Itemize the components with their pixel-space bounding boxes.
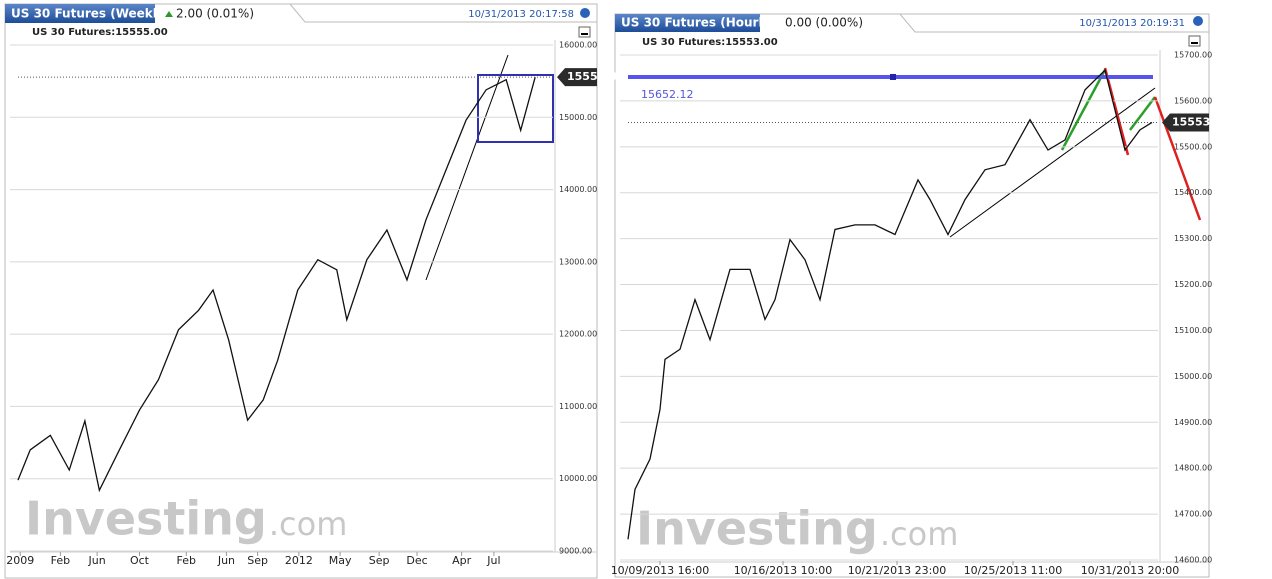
watermark: Investing: [636, 502, 878, 556]
chart-title: US 30 Futures (Hourly): [621, 16, 776, 30]
projection-line[interactable]: [1153, 96, 1202, 221]
y-tick-label: 14700.00: [1174, 510, 1212, 519]
x-tick-label: 10/25/2013 11:00: [964, 564, 1063, 577]
watermark: .com: [269, 505, 348, 543]
watermark: Investing: [25, 492, 267, 546]
settings-icon[interactable]: [580, 8, 590, 18]
x-tick-label: Jun: [88, 554, 106, 567]
y-tick-label: 12000.00: [559, 330, 597, 339]
y-tick-label: 11000.00: [559, 402, 597, 411]
title-tab[interactable]: [5, 4, 155, 23]
x-tick-label: 10/21/2013 23:00: [848, 564, 947, 577]
settings-icon[interactable]: [1193, 16, 1203, 26]
y-tick-label: 9000.00: [559, 547, 592, 556]
header-line: [760, 13, 1209, 33]
up-arrow: [165, 11, 173, 17]
x-tick-label: 10/09/2013 16:00: [611, 564, 710, 577]
x-tick-label: Apr: [452, 554, 472, 567]
price-line: [627, 68, 1153, 540]
x-tick-label: Jun: [217, 554, 235, 567]
change: 0.00 (0.00%): [785, 16, 863, 30]
y-tick-label: 15600.00: [1174, 96, 1212, 105]
trend-line[interactable]: [949, 87, 1156, 238]
x-tick-label: Sep: [247, 554, 268, 567]
y-tick-label: 15700.00: [1174, 51, 1212, 60]
x-tick-label: Feb: [51, 554, 70, 567]
x-tick-label: 2009: [6, 554, 34, 567]
minimize-button[interactable]: [1188, 35, 1201, 47]
level-label: 15652.12: [641, 88, 694, 101]
header-line: [155, 3, 597, 23]
x-tick-label: 10/31/2013 20:00: [1081, 564, 1180, 577]
y-tick-label: 15300.00: [1174, 234, 1212, 243]
y-tick-label: 14000.00: [559, 185, 597, 194]
y-tick-label: 10000.00: [559, 474, 597, 483]
price-tag-label: 15555.00: [567, 70, 625, 83]
x-tick-label: 2012: [285, 554, 313, 567]
wave-line[interactable]: [1060, 69, 1107, 151]
title-tab[interactable]: [615, 14, 760, 32]
trend-line[interactable]: [425, 54, 509, 281]
x-tick-label: 10/16/2013 10:00: [734, 564, 833, 577]
timestamp: 10/31/2013 20:19:31: [1079, 18, 1185, 29]
y-tick-label: 15000.00: [1174, 372, 1212, 381]
y-tick-label: 15000.00: [559, 113, 597, 122]
y-tick-label: 14900.00: [1174, 418, 1212, 427]
price-tag-label: 15553.00: [1172, 115, 1230, 128]
price-tag: [557, 68, 597, 87]
symbol-label: US 30 Futures:15555.00: [32, 27, 168, 38]
x-tick-label: Jul: [486, 554, 500, 567]
level-handle: [890, 73, 896, 80]
wave-line[interactable]: [1103, 67, 1130, 156]
box-drawing[interactable]: [477, 74, 554, 143]
symbol-label: US 30 Futures:15553.00: [642, 37, 778, 48]
x-tick-label: Oct: [130, 554, 150, 567]
x-tick-label: Dec: [406, 554, 427, 567]
minimize-button[interactable]: [578, 26, 591, 38]
y-tick-label: 13000.00: [559, 257, 597, 266]
y-tick-label: 15100.00: [1174, 326, 1212, 335]
y-tick-label: 16000.00: [559, 41, 597, 50]
panel-frame: [614, 13, 1210, 578]
watermark: .com: [880, 515, 959, 553]
timestamp: 10/31/2013 20:17:58: [468, 9, 574, 20]
wave-line[interactable]: [1129, 96, 1156, 131]
change: 2.00 (0.01%): [176, 7, 254, 21]
y-tick-label: 14800.00: [1174, 464, 1212, 473]
x-tick-label: May: [329, 554, 352, 567]
chart-title: US 30 Futures (Weekly): [11, 7, 170, 21]
y-tick-label: 15200.00: [1174, 280, 1212, 289]
x-tick-label: Sep: [369, 554, 390, 567]
y-tick-label: 15400.00: [1174, 188, 1212, 197]
y-tick-label: 14600.00: [1174, 556, 1212, 565]
price-tag: [1162, 113, 1209, 132]
right-panel: US 30 Futures (Hourly) 0.00 (0.00%) 10/3…: [614, 13, 1210, 578]
price-line: [17, 76, 536, 493]
x-tick-label: Feb: [177, 554, 196, 567]
y-tick-label: 15500.00: [1174, 142, 1212, 151]
